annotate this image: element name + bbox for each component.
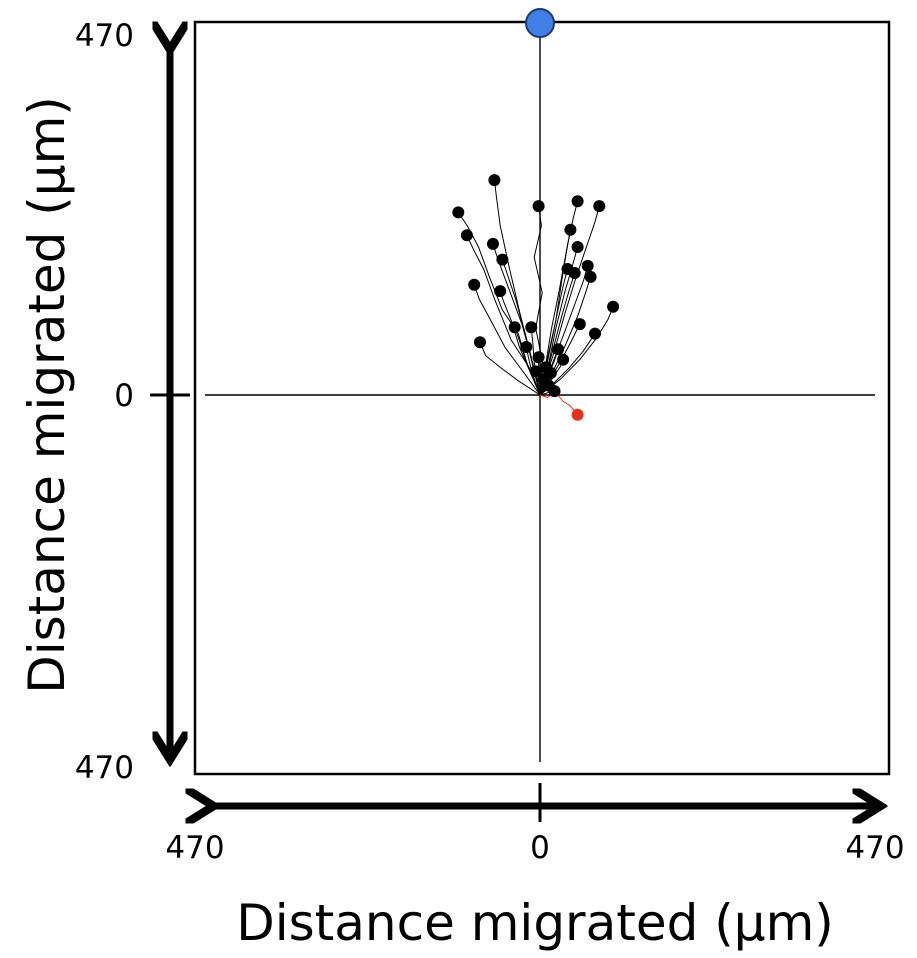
- track-endpoint: [571, 408, 584, 421]
- track-endpoint: [581, 259, 594, 272]
- plot-frame: [193, 20, 891, 776]
- track-endpoint: [496, 253, 509, 266]
- x-tick-zero: 0: [530, 830, 550, 866]
- track-path: [539, 306, 614, 396]
- track-endpoint: [525, 321, 538, 334]
- track-endpoint: [529, 365, 542, 378]
- track-endpoint: [548, 385, 561, 398]
- track-endpoint: [494, 285, 507, 298]
- track-endpoint: [488, 174, 501, 187]
- track-path: [473, 284, 541, 396]
- track-endpoint: [520, 341, 533, 353]
- y-axis-title: Distance migrated (µm): [18, 96, 76, 694]
- track-endpoint: [564, 223, 577, 236]
- track-endpoint: [532, 200, 545, 213]
- track-path: [479, 342, 541, 396]
- track-endpoint: [468, 278, 481, 291]
- track-endpoint: [544, 367, 557, 379]
- track-endpoint: [532, 351, 545, 364]
- track-endpoint: [474, 336, 486, 349]
- track-endpoint: [557, 353, 570, 366]
- target-marker: [525, 8, 555, 38]
- x-axis-title: Distance migrated (µm): [236, 894, 834, 952]
- endpoints-layer: [452, 174, 620, 421]
- y-tick-bottom: 470: [75, 750, 134, 786]
- track-endpoint: [573, 318, 586, 331]
- track-endpoint: [584, 270, 597, 283]
- track-endpoint: [508, 321, 521, 334]
- track-endpoint: [487, 237, 499, 250]
- track-endpoint: [452, 206, 465, 219]
- track-endpoint: [589, 327, 601, 340]
- track-endpoint: [552, 343, 565, 356]
- track-endpoint: [460, 229, 473, 242]
- track-path: [514, 327, 541, 396]
- track-endpoint: [571, 195, 584, 208]
- x-tick-left: 470: [165, 830, 224, 866]
- track-endpoint: [593, 200, 606, 213]
- track-endpoint: [607, 300, 620, 313]
- x-tick-right: 470: [845, 830, 904, 866]
- y-tick-zero: 0: [114, 378, 134, 414]
- y-tick-top: 470: [75, 18, 134, 54]
- track-endpoint: [568, 267, 581, 279]
- track-path: [539, 201, 579, 396]
- track-path: [539, 391, 578, 416]
- track-endpoint: [571, 241, 584, 253]
